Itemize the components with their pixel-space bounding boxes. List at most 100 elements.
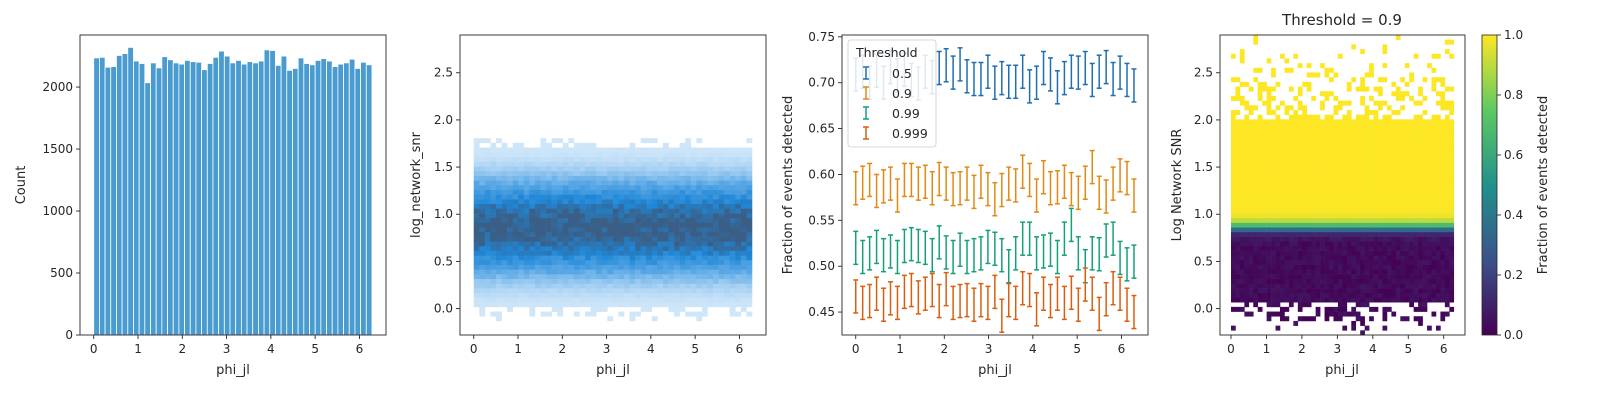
density-cell — [690, 194, 697, 200]
heatmap-cell — [1373, 297, 1379, 303]
density-cell — [679, 255, 686, 261]
heatmap-cell — [1409, 152, 1414, 158]
heatmap-cell — [1378, 100, 1383, 106]
density-cell — [568, 138, 575, 144]
density-cell — [690, 208, 697, 214]
histogram-bar — [235, 60, 242, 336]
heatmap-cell — [1324, 199, 1330, 205]
heatmap-cell — [1440, 100, 1446, 106]
density-cell — [607, 260, 614, 265]
density-cell — [473, 166, 480, 172]
density-cell — [601, 292, 608, 298]
heatmap-cell — [1315, 292, 1321, 298]
density-cell — [512, 194, 519, 200]
heatmap-cell — [1346, 147, 1352, 153]
heatmap-cell — [1320, 152, 1325, 158]
heatmap-cell — [1266, 86, 1272, 92]
density-cell — [623, 264, 630, 270]
density-cell — [635, 194, 641, 200]
density-cell — [701, 306, 708, 312]
heatmap-cell — [1346, 255, 1352, 261]
density-cell — [674, 292, 680, 298]
heatmap-cell — [1333, 142, 1339, 148]
density-ylabel: log_network_snr — [409, 131, 424, 238]
histogram-bar — [172, 62, 180, 336]
heatmap-cell — [1315, 142, 1321, 148]
density-cell — [534, 227, 541, 233]
heatmap-cell — [1333, 213, 1339, 219]
heatmap-cell — [1418, 203, 1423, 209]
heatmap-cell — [1329, 292, 1334, 298]
heatmap-cell — [1404, 278, 1410, 284]
density-cell — [479, 199, 486, 205]
heatmap-cell — [1400, 152, 1406, 158]
heatmap-cell — [1395, 208, 1401, 214]
heatmap-cell — [1378, 288, 1383, 294]
heatmap-cell — [1440, 124, 1446, 130]
heatmap-cell — [1297, 105, 1303, 111]
density-cell — [696, 231, 703, 237]
density-cell — [534, 170, 541, 176]
heatmap-cell — [1302, 138, 1308, 144]
heatmap-cell — [1257, 227, 1263, 233]
heatmap-cell — [1369, 283, 1374, 289]
density-cell — [473, 260, 480, 265]
heatmap-cell — [1248, 283, 1254, 289]
heatmap-cell — [1329, 255, 1334, 261]
density-cell — [618, 274, 625, 280]
heatmap-cell — [1369, 278, 1374, 284]
density-cell — [484, 255, 491, 261]
density-cell — [746, 222, 753, 228]
density-cell — [529, 189, 536, 195]
heatmap-cell — [1435, 288, 1441, 294]
density-cell — [701, 203, 708, 209]
heatmap-cell — [1253, 208, 1259, 214]
heatmap-cell — [1364, 86, 1370, 92]
density-cell — [685, 283, 692, 289]
heatmap-cell — [1440, 269, 1446, 275]
heatmap-cell — [1355, 292, 1361, 298]
density-cell — [490, 199, 497, 205]
heatmap-cell — [1413, 241, 1419, 247]
density-cell — [718, 185, 725, 190]
density-cell — [518, 278, 525, 284]
heatmap-cell — [1395, 124, 1401, 130]
density-cell — [507, 152, 513, 158]
density-cell — [557, 161, 564, 167]
heatmap-cell — [1333, 255, 1339, 261]
density-cell — [529, 241, 536, 247]
heatmap-cell — [1364, 302, 1370, 308]
heatmap-cell — [1418, 180, 1423, 186]
density-cell — [640, 283, 647, 289]
heatmap-cell — [1355, 302, 1361, 308]
density-cell — [635, 180, 641, 186]
heatmap-cell — [1262, 260, 1267, 265]
heatmap-cell — [1449, 110, 1455, 115]
heatmap-cell — [1311, 255, 1316, 261]
density-cell — [546, 274, 552, 280]
heatmap-cell — [1346, 213, 1352, 219]
density-cell — [579, 194, 586, 200]
heatmap-cell — [1364, 180, 1370, 186]
heatmap-cell — [1440, 133, 1446, 139]
heatmap-cell — [1297, 138, 1303, 144]
heatmap-cell — [1364, 147, 1370, 153]
heatmap-cell — [1230, 245, 1236, 251]
heatmap-cell — [1271, 142, 1276, 148]
heatmap-cell — [1449, 283, 1455, 289]
density-cell — [668, 199, 675, 205]
heatmap-cell — [1382, 175, 1388, 181]
density-cell — [740, 170, 747, 176]
density-cell — [490, 241, 497, 247]
heatmap-cell — [1431, 142, 1437, 148]
heatmap-cell — [1355, 114, 1361, 120]
density-cell — [551, 250, 558, 256]
heatmap-cell — [1337, 250, 1343, 256]
colorbar-tick-label: 0.6 — [1504, 148, 1523, 162]
density-cell — [701, 213, 708, 219]
heatmap-cell — [1284, 316, 1290, 322]
density-cell — [701, 152, 708, 158]
heatmap-cell — [1422, 180, 1428, 186]
heatmap-cell — [1373, 86, 1379, 92]
density-cell — [668, 185, 675, 190]
